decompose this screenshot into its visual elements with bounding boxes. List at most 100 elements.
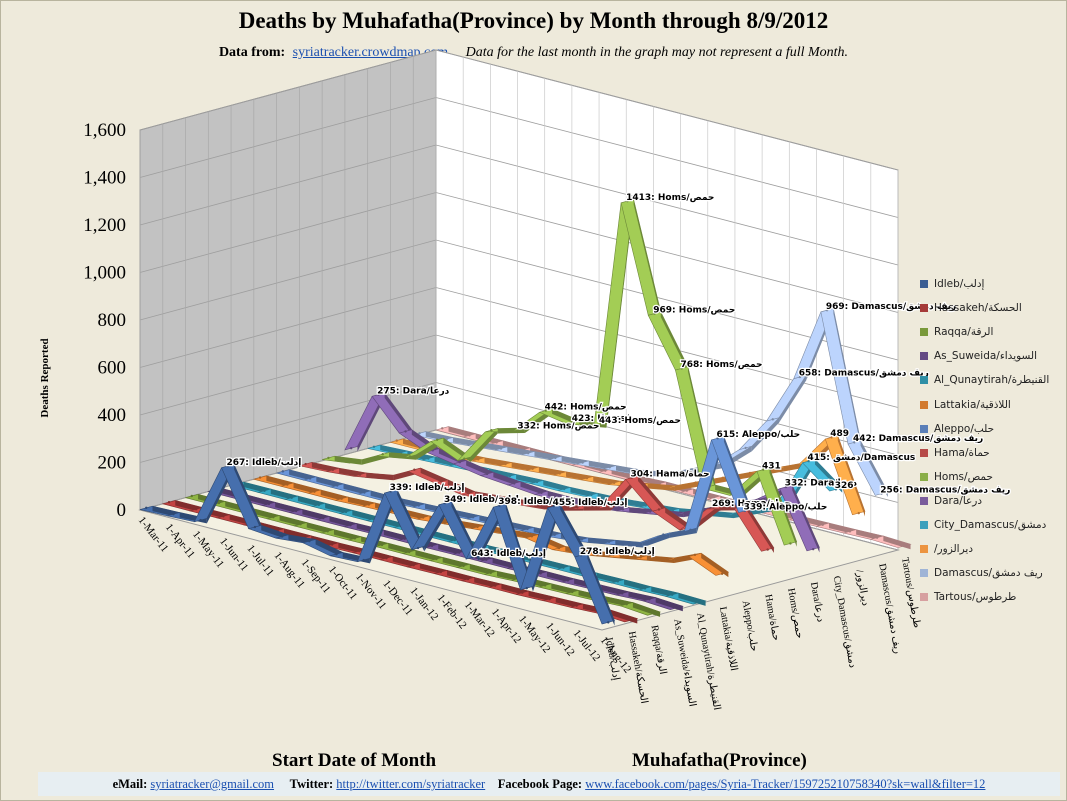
z-tick-label: Aleppo/حلب [740, 600, 760, 653]
data-label: 455: Idleb/إدلب [553, 498, 628, 508]
data-point [531, 467, 534, 470]
twitter-link[interactable]: http://twitter.com/syriatracker [336, 777, 486, 791]
data-label: 349: Idleb/إدلب [444, 495, 519, 505]
data-point [853, 441, 856, 444]
legend-item: City_Damascus/دمشق [920, 513, 1065, 537]
facebook-label: Facebook Page: [497, 777, 583, 791]
legend-label: Aleppo/حلب [934, 422, 995, 435]
series-segment-side [701, 553, 729, 578]
data-point [653, 312, 656, 315]
data-point [380, 543, 384, 547]
data-point [726, 513, 729, 516]
data-point [421, 516, 425, 519]
data-point [439, 570, 442, 574]
data-point [771, 418, 774, 421]
data-point [526, 527, 529, 531]
data-point [471, 516, 475, 519]
series-segment-side [234, 464, 262, 531]
email-link[interactable]: syriatracker@gmail.com [150, 777, 275, 791]
facebook-link[interactable]: www.facebook.com/pages/Syria-Tracker/159… [585, 777, 986, 791]
data-point [358, 473, 362, 476]
data-point [494, 496, 498, 500]
data-point [336, 484, 339, 487]
legend-swatch [920, 448, 928, 457]
data-point [630, 476, 633, 479]
data-point [504, 462, 507, 466]
data-point [643, 587, 647, 590]
legend-label: Homs/حمص [934, 470, 993, 483]
z-tick-label: Tartous/طرطوس [899, 557, 922, 629]
data-point [635, 470, 639, 474]
series-segment-side [397, 489, 425, 552]
legend-label: Idleb/إدلب [934, 278, 985, 291]
data-point [562, 487, 566, 491]
series-segment-side [505, 503, 533, 592]
data-point [462, 564, 465, 568]
data-label: 332: Homs/حمص [517, 421, 599, 431]
legend-label: Tartous/طرطوس [934, 591, 1017, 604]
data-point [626, 199, 629, 203]
z-tick-label: Damascus/ريف دمشق [876, 563, 903, 655]
legend-item: Dara/درعا [920, 489, 1065, 513]
data-point [748, 471, 752, 475]
series-segment-side [560, 504, 588, 559]
data-point [457, 551, 461, 554]
data-point [652, 612, 655, 615]
series-segment-side [532, 504, 561, 592]
data-point [657, 508, 661, 511]
z-tick-label: Homs/حمص [785, 587, 805, 639]
data-point [762, 468, 765, 471]
data-point [408, 455, 412, 458]
data-source-link[interactable]: syriatracker.crowdmap.com [292, 45, 449, 60]
data-point [530, 535, 534, 538]
z-tick-label: City_Damascus/دمشق [831, 575, 858, 669]
data-point [468, 434, 471, 437]
data-point [427, 457, 430, 460]
series-segment-side [384, 392, 412, 435]
data-point [666, 558, 669, 561]
data-point [467, 492, 470, 495]
data-point [562, 566, 565, 569]
data-point [521, 591, 524, 594]
z-tick-label: As_Suweida/السويداء [671, 618, 697, 707]
data-point [195, 508, 198, 511]
data-point [604, 469, 607, 472]
data-point [667, 486, 670, 489]
data-point [418, 432, 421, 435]
data-point [222, 515, 225, 518]
series-segment-side [779, 375, 807, 423]
data-point [720, 572, 724, 575]
x-axis-title: Start Date of Month [272, 750, 437, 771]
series-segment-side [696, 436, 724, 534]
legend-swatch [920, 400, 928, 409]
chart-legend: Idleb/إدلب Hassakeh/الحسكة Raqqa/الرقة As_S… [920, 272, 1065, 609]
data-point [598, 423, 602, 426]
data-point [766, 548, 769, 551]
data-point [363, 491, 366, 494]
data-point [662, 533, 665, 536]
legend-item: Tartous/طرطوس [920, 585, 1065, 609]
data-point [485, 558, 488, 561]
data-point [498, 504, 501, 507]
data-point [571, 590, 574, 594]
data-point [607, 540, 611, 544]
data-point [495, 441, 498, 444]
y-tick-label: 1,600 [83, 120, 126, 141]
x-tick-label: 1-Feb-12 [435, 592, 469, 631]
data-label: 326 [835, 481, 854, 491]
legend-swatch [920, 593, 928, 602]
data-point [493, 584, 497, 587]
data-point [444, 501, 447, 505]
series-segment-side [366, 472, 394, 481]
data-point [535, 480, 539, 484]
data-point [789, 542, 792, 545]
data-point [253, 525, 257, 529]
series-segment-side [692, 505, 720, 532]
z-tick-label: Lattakia/اللاذقية [717, 606, 739, 672]
data-point [145, 506, 148, 510]
data-point [880, 492, 883, 495]
z-axis-title: Muhafatha(Province) [632, 750, 807, 771]
data-point [644, 504, 647, 507]
data-point [385, 475, 389, 479]
legend-swatch [920, 545, 928, 554]
